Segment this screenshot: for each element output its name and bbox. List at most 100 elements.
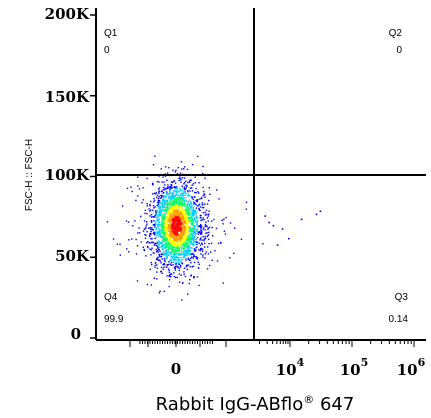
event-point	[172, 192, 174, 194]
event-point	[208, 210, 210, 212]
event-point	[186, 242, 188, 244]
event-point	[194, 211, 196, 213]
event-point	[189, 233, 191, 236]
event-point	[142, 230, 145, 232]
event-point	[195, 256, 197, 258]
event-point	[204, 214, 207, 216]
event-point	[182, 195, 184, 197]
event-point	[173, 267, 176, 269]
event-point	[169, 186, 171, 188]
event-point	[153, 252, 155, 254]
event-point	[163, 216, 165, 218]
event-point	[154, 264, 156, 267]
event-point	[193, 243, 196, 245]
event-point	[187, 235, 189, 237]
event-point	[178, 237, 180, 239]
event-point	[163, 236, 166, 239]
event-point	[197, 228, 199, 231]
event-point	[179, 266, 182, 268]
event-point	[176, 250, 178, 252]
event-point	[165, 193, 168, 195]
event-point	[190, 235, 192, 238]
event-point	[182, 258, 184, 261]
event-point	[200, 223, 202, 226]
event-point	[165, 188, 168, 190]
event-point	[162, 197, 165, 199]
event-point	[178, 205, 180, 207]
event-point	[169, 259, 171, 262]
event-point	[190, 202, 192, 204]
event-point	[163, 200, 166, 202]
event-point	[192, 255, 195, 258]
event-point	[170, 244, 173, 247]
event-point	[173, 240, 176, 242]
event-point	[172, 213, 174, 216]
event-point	[161, 218, 164, 221]
event-point	[182, 219, 184, 222]
event-point	[150, 228, 152, 230]
event-point	[180, 227, 183, 230]
event-point	[158, 190, 161, 192]
event-point	[159, 224, 161, 226]
event-point	[168, 216, 170, 218]
event-point	[169, 189, 171, 191]
event-point	[172, 239, 174, 241]
event-point	[182, 214, 185, 216]
event-point	[145, 255, 147, 257]
event-point	[119, 243, 121, 245]
event-point	[180, 261, 182, 263]
event-point	[160, 213, 162, 215]
event-point	[199, 226, 201, 228]
event-point	[188, 199, 191, 201]
event-point	[208, 187, 210, 189]
event-point	[171, 235, 174, 237]
event-point	[197, 233, 199, 235]
event-point	[177, 265, 179, 268]
event-point	[171, 224, 173, 226]
event-point	[174, 201, 176, 204]
event-point	[180, 194, 182, 197]
event-point	[158, 228, 161, 230]
event-point	[186, 264, 188, 267]
event-point	[176, 276, 178, 279]
outlier-point	[300, 218, 303, 221]
event-point	[202, 217, 204, 219]
event-point	[186, 224, 188, 227]
event-point	[170, 264, 173, 266]
event-point	[169, 191, 171, 193]
event-point	[165, 224, 168, 226]
event-point	[178, 281, 181, 283]
outlier-point	[288, 237, 290, 240]
event-point	[173, 253, 176, 256]
event-point	[173, 210, 175, 213]
event-point	[179, 207, 182, 209]
event-point	[196, 230, 198, 232]
event-point	[163, 198, 165, 201]
event-point	[156, 250, 159, 252]
event-point	[161, 253, 164, 255]
event-point	[171, 184, 173, 186]
event-point	[171, 242, 174, 245]
event-point	[185, 251, 187, 253]
event-point	[160, 210, 163, 212]
event-point	[187, 236, 189, 238]
event-point	[178, 228, 181, 231]
event-point	[188, 237, 190, 239]
event-point	[179, 202, 181, 204]
event-point	[196, 225, 198, 227]
event-point	[161, 195, 163, 198]
event-point	[180, 257, 182, 259]
event-point	[161, 242, 163, 245]
event-point	[162, 245, 164, 248]
event-point	[189, 247, 191, 249]
event-point	[176, 188, 179, 190]
event-point	[225, 216, 227, 219]
event-point	[195, 215, 197, 218]
event-point	[142, 246, 144, 248]
event-point	[185, 220, 187, 222]
event-point	[197, 219, 199, 222]
event-point	[198, 249, 200, 251]
event-point	[140, 241, 142, 243]
event-point	[189, 249, 191, 252]
event-point	[175, 201, 177, 204]
